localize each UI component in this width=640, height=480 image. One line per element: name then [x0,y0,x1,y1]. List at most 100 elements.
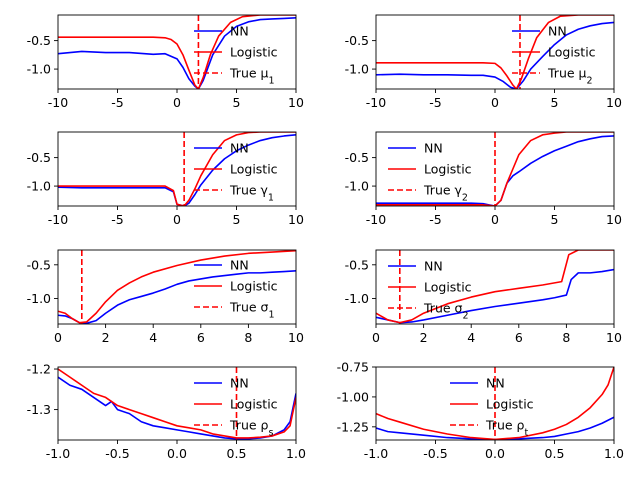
x-tick-label: 5 [551,212,559,227]
legend-label: Logistic [230,162,278,177]
x-tick-label: 5 [233,95,241,110]
x-tick-label: -0.5 [423,446,447,461]
x-tick-label: 0.0 [485,446,505,461]
x-tick-label: 1.0 [286,446,306,461]
legend-label-subscript: 2 [462,310,468,321]
legend-label: NN [230,141,249,156]
y-tick-label: -1.2 [27,362,51,377]
y-tick-label: -0.5 [345,257,369,272]
legend-label: Logistic [230,279,278,294]
x-tick-label: 1.0 [604,446,624,461]
x-tick-label: -10 [366,95,386,110]
x-tick-label: 10 [288,95,304,110]
axes-frame [375,249,615,325]
plot-area [376,132,614,206]
series-line-logistic [58,368,296,439]
x-tick-label: 6 [515,330,523,345]
plot-area [58,132,296,206]
y-tick-label: -0.5 [27,257,51,272]
x-tick-label: 8 [562,330,570,345]
x-tick-label: 10 [288,330,304,345]
x-tick-label: -10 [366,212,386,227]
y-tick-label: -1.3 [27,402,51,417]
series-line-nn [376,21,614,89]
x-tick-label: -5 [429,95,441,110]
x-tick-label: -1.0 [364,446,388,461]
legend-label-subscript: 2 [462,192,468,203]
x-tick-label: 8 [244,330,252,345]
y-tick-label: -1.0 [27,179,51,194]
x-tick-label: -10 [48,212,68,227]
series-line-nn [58,134,296,206]
x-tick-label: 0 [491,95,499,110]
y-tick-label: -0.5 [27,150,51,165]
x-tick-label: 0 [491,212,499,227]
legend-label: NN [230,24,249,39]
x-tick-label: 0 [54,330,62,345]
legend-label: Logistic [548,45,596,60]
x-tick-label: 0 [372,330,380,345]
legend-label: Logistic [230,397,278,412]
legend-label-subscript: 2 [586,75,592,86]
plot-area [58,367,296,440]
legend-label: Logistic [230,45,278,60]
x-tick-label: 10 [606,95,622,110]
x-tick-label: 0 [173,95,181,110]
series-line-logistic [58,132,296,206]
y-tick-label: -1.0 [345,62,369,77]
series-line-logistic [376,367,614,440]
series-line-nn [376,268,614,324]
legend-label-subscript: t [524,427,528,438]
legend-label: Logistic [424,162,472,177]
x-tick-label: -5 [111,212,123,227]
x-tick-label: 2 [420,330,428,345]
y-tick-label: -1.00 [337,389,369,404]
legend-label-subscript: 1 [268,192,274,203]
y-tick-label: -1.0 [345,291,369,306]
y-tick-label: -0.5 [27,33,51,48]
x-tick-label: 10 [288,212,304,227]
legend-label: Logistic [424,280,472,295]
legend-label: NN [424,141,443,156]
subplot-rho_t: -1.0 -0.5 0.0 0.5 1.0 -0.75 -1.00 -1.25 NN Logist… [337,360,624,462]
x-tick-label: 4 [149,330,157,345]
x-tick-label: 2 [102,330,110,345]
legend-label: NN [424,259,443,274]
series-line-nn [58,270,296,324]
x-tick-label: 10 [606,330,622,345]
legend-label: Logistic [486,397,534,412]
x-tick-label: 5 [551,95,559,110]
legend-label-subscript: s [268,427,273,438]
x-tick-label: 0.5 [545,446,565,461]
legend-label-subscript: 1 [268,75,274,86]
x-tick-label: 4 [467,330,475,345]
plot-area [58,250,296,324]
x-tick-label: -0.5 [105,446,129,461]
plot-area [376,367,614,440]
series-line-logistic [58,15,296,89]
x-tick-label: -5 [111,95,123,110]
y-tick-label: -1.0 [27,62,51,77]
series-line-logistic [376,250,614,324]
series-line-nn [376,135,614,206]
y-tick-label: -1.0 [345,179,369,194]
y-tick-label: -0.5 [345,33,369,48]
legend-label: NN [230,258,249,273]
x-tick-label: 5 [233,212,241,227]
x-tick-label: -1.0 [46,446,70,461]
y-tick-label: -1.25 [337,419,369,434]
legend-label-subscript: 1 [268,309,274,320]
x-tick-label: 6 [197,330,205,345]
legend-label: NN [230,376,249,391]
series-line-logistic [376,15,614,89]
y-tick-label: -1.0 [27,291,51,306]
x-tick-label: -10 [48,95,68,110]
legend-label: NN [486,376,505,391]
series-line-logistic [376,132,614,206]
x-tick-label: -5 [429,212,441,227]
x-tick-label: 0.0 [167,446,187,461]
